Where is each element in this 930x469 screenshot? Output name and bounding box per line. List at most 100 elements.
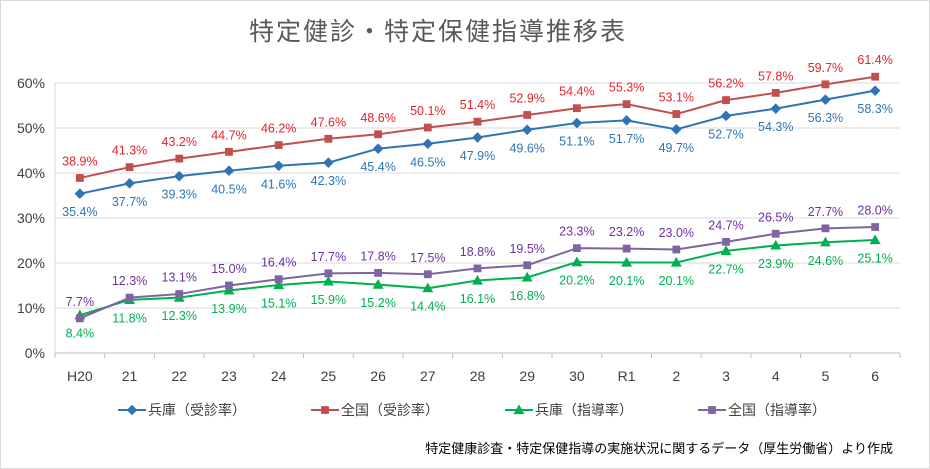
hyogo-checkup-point-0 <box>74 188 86 200</box>
national-checkup-point-10 <box>573 104 581 113</box>
y-tick-label: 40% <box>17 165 45 181</box>
national-checkup-data-label: 61.4% <box>857 53 892 67</box>
national-guidance-point-2 <box>175 290 184 298</box>
hyogo-checkup-point-1 <box>124 178 135 189</box>
hyogo-checkup-data-label: 51.1% <box>559 135 594 149</box>
hyogo-guidance-point-5 <box>322 275 334 286</box>
national-checkup-data-label: 47.6% <box>311 115 346 129</box>
y-tick-label: 50% <box>17 120 45 136</box>
legend-marker <box>708 406 716 414</box>
national-checkup-point-7 <box>423 123 432 132</box>
national-guidance-point-10 <box>573 244 581 253</box>
national-checkup-data-label: 57.8% <box>758 69 793 83</box>
national-guidance-data-label: 23.0% <box>659 226 694 240</box>
national-guidance-data-label: 13.1% <box>162 271 197 285</box>
hyogo-guidance-point-12 <box>670 256 682 267</box>
national-guidance-data-label: 23.2% <box>609 225 644 239</box>
national-checkup-point-16 <box>871 72 880 81</box>
hyogo-checkup-point-7 <box>422 138 434 150</box>
x-tick-label: 22 <box>171 368 187 384</box>
legend-item-national-checkup: 全国（受診率） <box>311 402 439 419</box>
national-guidance-point-15 <box>821 224 830 233</box>
y-tick-label: 60% <box>17 75 45 91</box>
x-tick-label: 6 <box>871 368 879 384</box>
y-tick-label: 10% <box>17 300 45 316</box>
x-tick-label: 23 <box>221 368 237 384</box>
national-guidance-data-label: 15.0% <box>211 262 246 276</box>
hyogo-guidance-point-10 <box>571 256 583 267</box>
national-checkup-data-label: 52.9% <box>509 91 544 105</box>
legend-marker <box>126 404 138 416</box>
national-guidance-data-label: 17.7% <box>311 250 346 264</box>
hyogo-guidance-point-8 <box>472 274 483 285</box>
hyogo-checkup-data-label: 49.6% <box>509 141 544 155</box>
hyogo-checkup-point-4 <box>273 160 284 172</box>
series-group: 35.4% 37.7% 39.3% 40.5% 41.6% 42.3% 45.4% 46.5%… <box>62 53 893 341</box>
hyogo-checkup-point-12 <box>671 124 682 135</box>
hyogo-guidance-point-11 <box>621 256 633 267</box>
x-tick-label: 26 <box>370 368 386 384</box>
x-tick-label: 4 <box>772 368 780 384</box>
national-guidance-point-7 <box>423 270 432 279</box>
hyogo-guidance-point-3 <box>223 284 235 295</box>
national-guidance-series: 7.7% 12.3% 13.1% 15.0% 16.4% 17.7% 17.8% 17.5% 1… <box>66 204 893 323</box>
national-guidance-point-14 <box>771 229 780 238</box>
y-tick-label: 20% <box>17 255 45 271</box>
national-guidance-data-label: 28.0% <box>857 204 892 218</box>
x-tick-label: R1 <box>618 368 636 384</box>
national-guidance-point-12 <box>672 245 681 254</box>
national-guidance-data-label: 16.4% <box>261 256 296 270</box>
hyogo-checkup-point-5 <box>323 157 334 168</box>
legend: 兵庫（受診率） 全国（受診率） 兵庫（指導率） 全国（指導率） <box>118 402 826 419</box>
x-tick-label: 30 <box>569 368 585 384</box>
legend-label: 全国（受診率） <box>341 402 439 419</box>
national-checkup-point-4 <box>274 141 283 149</box>
hyogo-guidance-data-label: 8.4% <box>66 327 95 341</box>
hyogo-checkup-series: 35.4% 37.7% 39.3% 40.5% 41.6% 42.3% 45.4% 46.5%… <box>62 85 893 219</box>
hyogo-checkup-data-label: 51.7% <box>609 132 644 146</box>
source-footnote: 特定健康診査・特定保健指導の実施状況に関するデータ（厚生労働省）より作成 <box>425 441 893 457</box>
hyogo-guidance-point-4 <box>273 279 285 290</box>
national-checkup-point-11 <box>622 100 631 109</box>
national-checkup-point-9 <box>523 111 532 119</box>
national-guidance-data-label: 17.5% <box>410 251 445 265</box>
national-guidance-data-label: 26.5% <box>758 210 793 224</box>
hyogo-guidance-data-label: 16.1% <box>460 292 495 306</box>
hyogo-guidance-data-label: 20.1% <box>659 274 694 288</box>
hyogo-guidance-data-label: 24.6% <box>808 254 843 268</box>
national-guidance-point-0 <box>75 314 84 323</box>
hyogo-guidance-data-label: 12.3% <box>162 309 197 323</box>
hyogo-checkup-point-13 <box>720 110 732 122</box>
national-checkup-data-label: 56.2% <box>708 77 743 91</box>
chart-title: 特定健診・特定保健指導推移表 <box>249 17 627 46</box>
national-checkup-data-label: 53.1% <box>659 91 694 105</box>
hyogo-checkup-point-2 <box>173 170 185 182</box>
hyogo-guidance-data-label: 22.7% <box>708 262 743 276</box>
national-checkup-point-2 <box>175 154 184 163</box>
hyogo-checkup-point-16 <box>869 85 881 96</box>
x-tick-label: 29 <box>519 368 535 384</box>
national-checkup-point-12 <box>672 110 681 118</box>
x-tick-label: 5 <box>822 368 830 384</box>
legend-marker <box>321 406 329 414</box>
national-checkup-data-label: 48.6% <box>360 111 395 125</box>
hyogo-guidance-data-label: 15.2% <box>360 296 395 310</box>
hyogo-guidance-point-13 <box>720 245 732 255</box>
national-checkup-data-label: 44.7% <box>211 128 246 142</box>
hyogo-guidance-point-6 <box>372 278 384 289</box>
hyogo-checkup-data-label: 58.3% <box>857 102 892 116</box>
national-guidance-data-label: 27.7% <box>808 205 843 219</box>
national-checkup-data-label: 46.2% <box>261 122 296 136</box>
hyogo-guidance-point-7 <box>422 282 434 293</box>
hyogo-guidance-point-15 <box>819 236 831 247</box>
national-checkup-point-1 <box>125 163 134 172</box>
national-checkup-data-label: 55.3% <box>609 81 644 95</box>
national-guidance-data-label: 12.3% <box>112 274 147 288</box>
hyogo-guidance-data-label: 25.1% <box>857 252 892 266</box>
x-tick-label: 25 <box>321 368 337 384</box>
hyogo-checkup-data-label: 49.7% <box>659 141 694 155</box>
grid-and-axes: 0%10%20%30%40%50%60%H20 21 22 23 24 25 26 27 28 2… <box>17 75 901 384</box>
hyogo-guidance-data-label: 20.2% <box>559 274 594 288</box>
